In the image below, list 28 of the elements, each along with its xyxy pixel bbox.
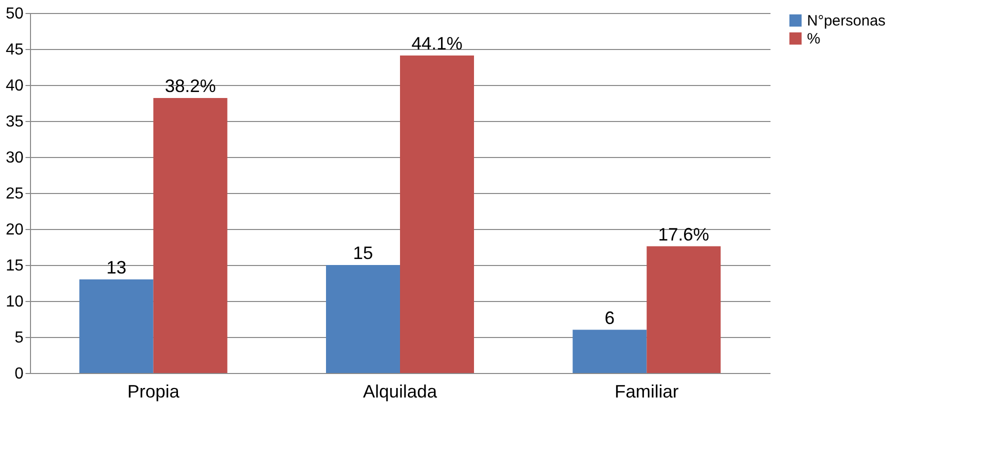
y-tick-label: 0 (14, 366, 24, 382)
bar (572, 330, 647, 373)
legend-label: % (807, 30, 820, 48)
bar (326, 265, 400, 373)
x-tick-label: Familiar (614, 382, 679, 402)
legend-label: N°personas (807, 12, 886, 30)
y-tick-label: 20 (6, 222, 24, 238)
bar (400, 55, 474, 373)
y-tick-label: 50 (6, 6, 24, 22)
y-tick-label: 30 (6, 150, 24, 166)
bar (153, 98, 228, 373)
data-label: 38.2% (164, 76, 216, 96)
bar (646, 246, 721, 373)
y-tick-label: 40 (6, 78, 24, 94)
x-tick-label: Propia (127, 382, 180, 402)
y-tick-label: 5 (14, 330, 24, 346)
data-label: 6 (604, 308, 615, 328)
data-label: 15 (352, 243, 374, 263)
bar (79, 279, 154, 373)
y-tick-label: 15 (6, 258, 24, 274)
data-label: 13 (106, 257, 126, 278)
data-label: 44.1% (411, 33, 463, 54)
y-tick-label: 35 (6, 114, 24, 130)
x-tick-label: Alquilada (362, 382, 438, 402)
y-tick-label: 25 (6, 186, 24, 202)
y-tick-label: 10 (6, 294, 24, 310)
data-label: 17.6% (658, 224, 710, 244)
y-tick-label: 45 (6, 42, 24, 58)
